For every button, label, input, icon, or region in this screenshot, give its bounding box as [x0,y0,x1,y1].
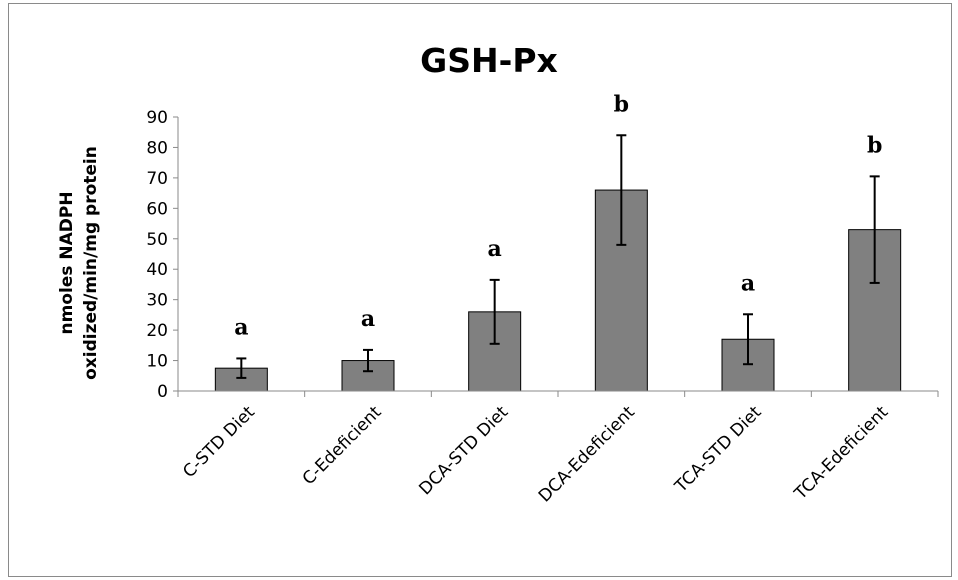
significance-label: a [234,314,248,340]
chart-title: GSH-Px [420,41,558,80]
bar-c-edeficient [341,360,395,392]
x-tick-label: C-Edeficient [299,402,386,489]
y-tick-label: 60 [146,199,168,219]
x-tick-label: DCA-Edeficient [535,402,639,506]
chart-frame [8,3,952,577]
y-axis-label-line2: oxidized/min/mg protein [81,146,101,380]
y-axis-label-line1: nmoles NADPH [57,191,77,334]
y-tick-label: 20 [146,321,168,341]
y-tick-label: 70 [146,169,168,189]
y-tick-label: 0 [157,382,168,402]
y-tick-label: 80 [146,138,168,158]
y-tick-label: 50 [146,230,168,250]
x-tick-label: DCA-STD Diet [415,402,512,499]
x-tick-label: TCA-Edeficient [790,402,892,504]
x-axis: C-STD Diet C-Edeficient DCA-STD Diet DCA-Ed… [177,390,939,506]
significance-label: b [614,91,629,117]
y-tick-label: 30 [146,291,168,311]
bars-group: a a a b a b [214,91,902,392]
significance-label: a [488,236,502,262]
y-tick-label: 10 [146,352,168,372]
significance-label: a [741,270,755,296]
y-axis: 0 10 20 30 40 50 60 70 80 90 [146,108,179,402]
x-tick-label: TCA-STD Diet [671,402,766,497]
y-tick-label: 40 [146,260,168,280]
significance-label: a [361,306,375,332]
significance-label: b [867,132,882,158]
y-tick-label: 90 [146,108,168,128]
y-axis-label: nmoles NADPH oxidized/min/mg protein [57,146,101,380]
x-tick-label: C-STD Diet [179,402,259,482]
